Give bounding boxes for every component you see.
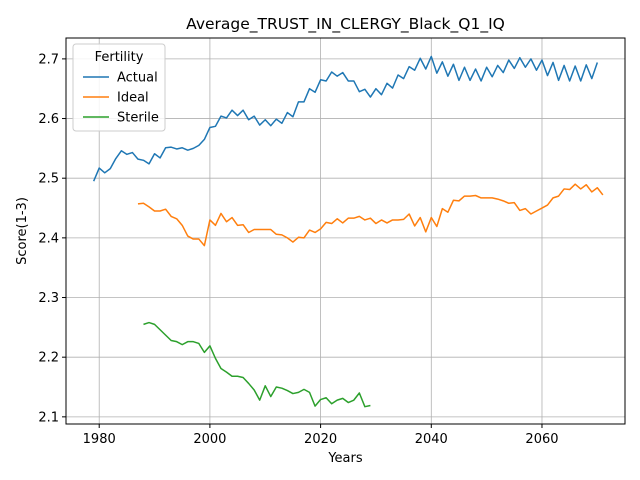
legend-box <box>72 43 166 132</box>
x-axis-label: Years <box>327 451 363 466</box>
y-tick-label: 2.1 <box>38 410 59 425</box>
y-tick-label: 2.6 <box>38 112 59 127</box>
y-tick-label: 2.5 <box>38 172 59 187</box>
legend: Fertility Actual Ideal Sterile <box>72 43 166 132</box>
x-tick-label: 1980 <box>83 432 116 447</box>
y-tick-label: 2.4 <box>38 231 59 246</box>
chart-title: Average_TRUST_IN_CLERGY_Black_Q1_IQ <box>186 15 505 34</box>
series-line-ideal <box>137 183 604 247</box>
y-tick-label: 2.2 <box>38 351 59 366</box>
legend-title: Fertility <box>95 50 144 65</box>
legend-label-actual: Actual <box>117 71 158 86</box>
y-tick-label: 2.7 <box>38 52 59 67</box>
legend-items: Actual Ideal Sterile <box>83 71 159 126</box>
grid <box>66 38 625 424</box>
x-tick-label: 2000 <box>193 432 226 447</box>
y-tick-label: 2.3 <box>38 291 59 306</box>
y-axis-label: Score(1-3) <box>15 197 30 265</box>
plot-frame <box>65 37 626 425</box>
series-lines <box>92 55 604 408</box>
legend-label-sterile: Sterile <box>117 111 159 126</box>
x-tick-label: 2060 <box>525 432 558 447</box>
legend-label-ideal: Ideal <box>117 91 149 106</box>
x-tick-label: 2040 <box>415 432 448 447</box>
axis-ticks: 1980 2000 2020 2040 2060 2.1 2.2 2.3 2.4 2.5 2.6 2.… <box>38 52 558 447</box>
series-line-actual <box>92 55 599 182</box>
series-line-sterile <box>143 321 371 408</box>
x-tick-label: 2020 <box>304 432 337 447</box>
